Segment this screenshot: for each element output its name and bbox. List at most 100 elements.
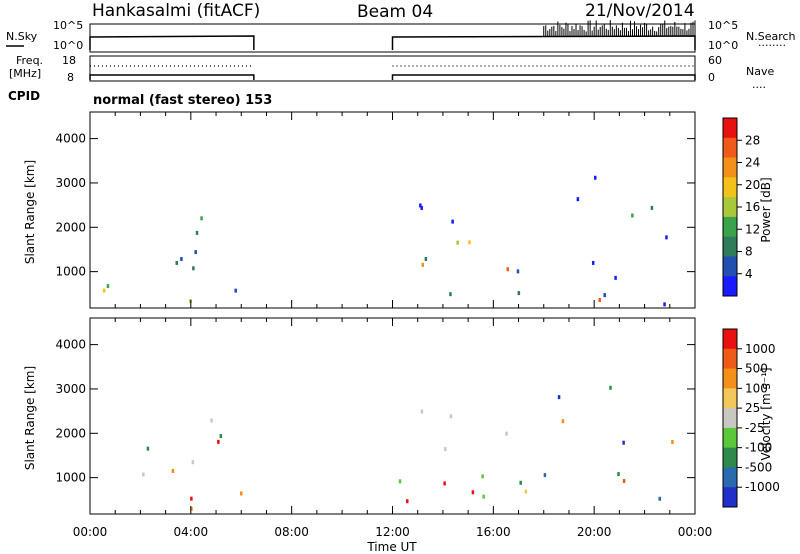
echo-cell [175, 260, 178, 265]
echo-cell [146, 446, 150, 451]
velocity-tick-label: -500 [745, 460, 772, 474]
power-tick-label: 24 [745, 156, 760, 170]
velocity-tick-label: 100 [745, 381, 768, 395]
echo-cell [603, 293, 606, 298]
velocity-swatch [723, 329, 737, 350]
echo-cell [456, 240, 459, 245]
power-tick-label: 28 [745, 133, 760, 147]
echo-cell [420, 205, 423, 210]
velocity-data-fill [142, 385, 674, 511]
echo-cell [671, 439, 674, 444]
echo-cell [217, 439, 220, 444]
noise-series [89, 20, 696, 50]
power-swatch [723, 177, 737, 198]
echo-cell [516, 269, 520, 274]
velocity-panel-frame [89, 317, 696, 515]
echo-cell [561, 419, 565, 424]
velocity-swatch [723, 487, 737, 508]
echo-cell [543, 473, 547, 478]
echo-cell [622, 440, 625, 445]
echo-cell [593, 175, 597, 180]
time-axis-title: Time UT [366, 540, 417, 554]
velocity-swatch [723, 447, 737, 468]
nsky-line-segment-0 [89, 35, 255, 50]
echo-cell [102, 288, 106, 293]
velocity-colorbar-title: Velocity [m s⁻¹] [759, 367, 773, 460]
nsky-line-segment-1 [391, 35, 696, 50]
echo-cell [598, 297, 601, 302]
echo-cell [557, 395, 561, 400]
echo-cell [591, 260, 595, 265]
velocity-tick-label: -1000 [745, 480, 780, 494]
y-tick-label: 2000 [55, 220, 86, 234]
echo-cell [219, 434, 223, 439]
noise-tick-right-bottom: 10^0 [708, 39, 738, 52]
velocity-tick-label: 1000 [745, 342, 776, 356]
echo-cell [658, 496, 661, 501]
echo-cell [482, 494, 485, 499]
echo-cell [631, 213, 634, 218]
date-title: 21/Nov/2014 [585, 1, 695, 21]
echo-cell [420, 409, 424, 414]
power-tick-label: 12 [745, 222, 760, 236]
freq-panel-frame [89, 55, 696, 82]
echo-cell [650, 205, 654, 210]
power-tick-label: 16 [745, 200, 760, 214]
echo-cell [405, 499, 409, 504]
time-axis-labels: 00:00 04:00 08:00 12:00 16:00 20:00 00:00 [73, 525, 713, 539]
power-swatch [723, 276, 737, 297]
echo-cell [444, 447, 447, 452]
y-tick-label: 4000 [55, 132, 86, 146]
time-tick-label: 04:00 [174, 525, 209, 539]
echo-cell [614, 275, 617, 280]
echo-cell [421, 262, 425, 267]
noise-tick-left-top: 10^5 [53, 19, 83, 32]
echo-cell [171, 468, 175, 473]
echo-cell [519, 480, 522, 485]
velocity-tick-label: 25 [745, 401, 760, 415]
freq-label: Freq. [16, 54, 43, 67]
echo-cell [449, 292, 452, 297]
velocity-swatch [723, 408, 737, 429]
freq-series [89, 65, 696, 80]
time-tick-label: 00:00 [73, 525, 108, 539]
cpid-label: CPID [8, 89, 40, 103]
echo-cell [191, 460, 195, 465]
power-data-fill [102, 175, 668, 307]
echo-cell [468, 240, 471, 245]
velocity-colorbar: 1000 500 100 25 -25 -100 -500 -1000 [722, 328, 780, 508]
echo-cell [609, 385, 612, 390]
freq-tick-top: 18 [62, 54, 76, 67]
echo-cell [663, 302, 666, 307]
nsearch-key: ........ [758, 36, 786, 49]
echo-cell [190, 506, 193, 511]
echo-cell [665, 235, 668, 240]
power-panel-frame [89, 111, 696, 309]
power-colorbar-title: Power [dB] [759, 177, 773, 242]
echo-cell [471, 490, 475, 495]
power-swatch [723, 216, 737, 238]
echo-cell [451, 219, 454, 224]
power-tick-label: 4 [745, 267, 753, 281]
velocity-frame [722, 328, 738, 508]
echo-cell [190, 496, 193, 501]
time-tick-label: 00:00 [678, 525, 713, 539]
nave-label: Nave [746, 65, 774, 78]
noise-tick-left-bottom: 10^0 [53, 39, 83, 52]
nave-key: .... [752, 78, 766, 91]
freq-line-segment-0 [89, 74, 255, 80]
velocity-axis-ticks: 1000 2000 3000 4000 [55, 318, 696, 514]
cpid-value: normal (fast stereo) 153 [93, 93, 272, 108]
freq-unit-label: [MHz] [9, 67, 41, 80]
echo-cell [524, 489, 528, 494]
velocity-swatch [723, 427, 737, 449]
velocity-swatch [723, 388, 737, 409]
power-range-axis-title: Slant Range [km] [23, 160, 37, 264]
y-tick-label: 2000 [55, 426, 86, 440]
echo-cell [424, 257, 428, 262]
echo-cell [622, 479, 626, 484]
velocity-tick-label: -100 [745, 441, 772, 455]
power-axis-ticks: 1000 2000 3000 4000 [55, 112, 696, 308]
station-title: Hankasalmi (fitACF) [92, 1, 260, 21]
y-tick-label: 1000 [55, 265, 86, 279]
